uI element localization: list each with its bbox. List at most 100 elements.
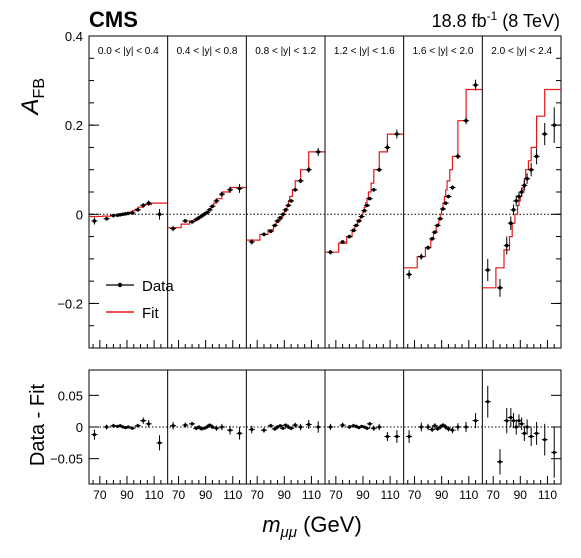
legend-data-marker xyxy=(117,282,123,288)
rapidity-bin-label: 0.0 < |y| < 0.4 xyxy=(98,46,159,57)
data-point xyxy=(283,208,288,212)
data-point xyxy=(268,229,273,234)
legend-fit-label: Fit xyxy=(142,305,159,322)
data-point xyxy=(293,187,297,192)
x-tick-label: 110 xyxy=(302,488,321,502)
residual-point xyxy=(435,427,440,431)
data-point xyxy=(438,216,443,221)
luminosity-label: 18.8 fb-1 (8 TeV) xyxy=(432,9,560,31)
data-point xyxy=(262,232,266,237)
plot-layer: −0.2 0 0.2 0.4 −0.05 0 0.05 0.0 < |y| < 0.4 70 90… xyxy=(50,29,562,502)
data-point xyxy=(190,220,194,224)
residual-point xyxy=(534,431,539,435)
x-tick-label: 110 xyxy=(381,488,400,502)
x-tick-label: 110 xyxy=(538,488,557,502)
residual-point xyxy=(273,427,277,431)
data-point xyxy=(377,167,382,172)
x-tick-label: 70 xyxy=(329,488,343,502)
data-point xyxy=(228,187,232,192)
residual-point xyxy=(171,424,175,428)
residual-point xyxy=(498,460,502,464)
data-point xyxy=(289,199,293,203)
top-y-tick-label: −0.2 xyxy=(57,296,83,311)
residual-point xyxy=(444,425,448,429)
data-point xyxy=(504,243,509,248)
x-tick-label: 90 xyxy=(278,488,292,502)
data-point xyxy=(456,154,460,159)
data-point xyxy=(249,240,254,244)
data-point xyxy=(214,199,219,203)
data-point xyxy=(446,194,451,199)
bottom-y-tick-label: 0.05 xyxy=(58,388,83,403)
residual-point xyxy=(529,434,533,439)
residual-point xyxy=(205,425,209,429)
residual-point xyxy=(517,419,521,423)
data-point xyxy=(306,167,311,172)
residual-point xyxy=(228,428,232,432)
x-tick-label: 110 xyxy=(223,488,242,502)
fit-curve xyxy=(246,151,325,241)
data-point xyxy=(141,203,146,208)
data-point xyxy=(273,223,277,228)
residual-point xyxy=(92,433,97,437)
data-point xyxy=(464,118,468,123)
top-y-tick-label: 0.2 xyxy=(65,118,83,133)
x-tick-label: 70 xyxy=(251,488,265,502)
residual-point xyxy=(141,419,145,423)
residual-point xyxy=(136,424,140,428)
residual-point xyxy=(377,425,381,429)
residual-point xyxy=(473,419,478,423)
bottom-y-tick-label: 0 xyxy=(76,420,83,435)
lumi-energy: (8 TeV) xyxy=(497,11,560,31)
data-point xyxy=(362,208,367,213)
data-point xyxy=(522,183,527,188)
residual-point xyxy=(407,434,411,439)
data-point xyxy=(197,216,201,220)
data-point xyxy=(498,286,502,290)
residual-point xyxy=(372,426,376,430)
top-y-tick-label: 0.4 xyxy=(65,29,83,44)
residual-point xyxy=(220,425,224,429)
data-point xyxy=(199,214,204,218)
data-point xyxy=(430,237,434,241)
data-point xyxy=(365,203,369,208)
residual-point xyxy=(552,450,556,454)
data-point xyxy=(157,212,162,217)
data-point xyxy=(552,123,557,127)
residual-point xyxy=(284,423,288,427)
data-point xyxy=(511,208,516,212)
data-point xyxy=(202,212,207,217)
data-point xyxy=(111,213,116,218)
residual-point xyxy=(250,427,254,432)
residual-point xyxy=(395,434,399,439)
residual-point xyxy=(509,415,513,420)
data-point xyxy=(183,219,188,223)
data-point xyxy=(435,223,440,228)
rapidity-bin-label: 0.4 < |y| < 0.8 xyxy=(177,46,238,57)
residual-point xyxy=(126,425,130,429)
top-y-axis-title-main: A xyxy=(17,98,44,116)
residual-point xyxy=(368,422,372,426)
bottom-y-axis-title: Data - Fit xyxy=(27,383,49,466)
data-point xyxy=(357,219,361,223)
residual-point xyxy=(520,422,524,426)
top-y-axis-title: AFB xyxy=(17,78,48,116)
residual-point xyxy=(385,434,389,439)
data-point xyxy=(298,179,303,183)
residual-point xyxy=(307,422,311,427)
x-tick-label: 90 xyxy=(435,488,449,502)
x-tick-label: 90 xyxy=(356,488,370,502)
residual-point xyxy=(525,425,529,429)
data-point xyxy=(146,201,151,205)
x-axis-title-sub: μμ xyxy=(280,524,297,541)
data-point xyxy=(509,221,513,225)
data-point xyxy=(514,199,519,203)
data-point xyxy=(450,185,455,190)
data-point xyxy=(92,219,97,223)
legend-data-label: Data xyxy=(142,278,174,295)
data-point xyxy=(237,186,242,191)
data-point xyxy=(473,83,478,87)
data-point xyxy=(441,207,445,211)
top-y-axis-title-sub: FB xyxy=(31,78,48,98)
